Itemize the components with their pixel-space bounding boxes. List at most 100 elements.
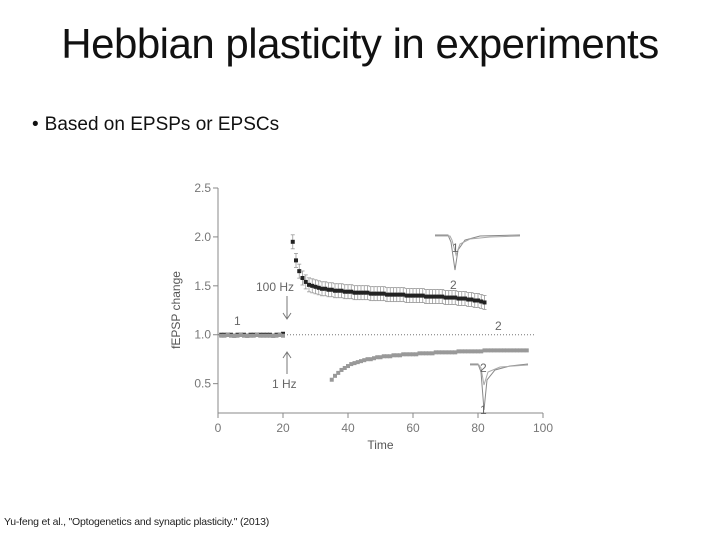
data-point	[479, 349, 484, 354]
data-point	[281, 333, 285, 338]
annotation-1hz: 1 Hz	[272, 377, 297, 391]
y-tick-label: 2.5	[194, 181, 211, 195]
data-point	[401, 352, 406, 357]
data-point	[378, 291, 383, 296]
data-point	[401, 292, 406, 297]
y-axis-label: fEPSP change	[169, 271, 183, 349]
data-point	[463, 296, 467, 301]
data-point	[349, 289, 354, 294]
data-point	[472, 349, 477, 354]
data-point	[427, 294, 432, 299]
data-point	[433, 350, 438, 355]
inset-trace-top-1	[435, 234, 521, 271]
data-point	[433, 294, 438, 299]
data-point	[258, 333, 263, 338]
data-point	[232, 333, 237, 338]
inset-trace-top-2	[435, 235, 521, 257]
data-point	[362, 290, 367, 295]
data-point	[355, 290, 360, 295]
data-point	[251, 333, 256, 338]
data-point	[482, 348, 487, 353]
data-point	[242, 333, 246, 338]
data-point	[420, 293, 425, 298]
data-point	[479, 299, 484, 304]
bullet-text: Based on EPSPs or EPSCs	[44, 114, 280, 135]
data-point	[456, 349, 461, 354]
data-point	[346, 364, 350, 369]
data-point	[368, 357, 373, 362]
data-point	[365, 290, 370, 295]
y-tick-label: 1.5	[194, 279, 211, 293]
data-point	[485, 348, 490, 353]
data-point	[524, 348, 529, 353]
data-point	[417, 293, 422, 298]
data-point	[342, 366, 347, 370]
series-2	[219, 332, 529, 382]
data-point	[440, 294, 445, 299]
x-tick-label: 0	[215, 421, 222, 435]
x-tick-label: 60	[406, 421, 420, 435]
data-point	[277, 332, 282, 337]
data-point	[511, 348, 516, 353]
data-point	[333, 373, 337, 378]
data-point	[453, 350, 458, 355]
data-point	[336, 288, 341, 293]
data-point	[482, 300, 487, 305]
data-point	[430, 294, 435, 299]
y-tick-label: 0.5	[194, 377, 211, 391]
data-point	[398, 353, 402, 358]
data-point	[352, 361, 357, 366]
annotation-label-2-bottom: 2	[480, 361, 487, 375]
data-point	[238, 332, 243, 337]
data-point	[472, 298, 477, 303]
inset-traces	[282, 234, 529, 411]
data-point	[414, 352, 419, 357]
data-point	[362, 358, 367, 363]
data-point	[336, 370, 341, 375]
chart-axes: 0 20 40 60 80 100 0.5 1.0 1.5 2.0 2.5 Time fEPSP cha…	[169, 181, 553, 452]
data-point	[489, 348, 493, 353]
data-point	[521, 348, 526, 353]
citation: Yu-feng et al., "Optogenetics and synapt…	[4, 516, 270, 528]
data-point	[333, 288, 337, 293]
data-point	[346, 289, 350, 294]
slide-title: Hebbian plasticity in experiments	[61, 20, 659, 67]
data-point	[407, 352, 412, 357]
data-point	[476, 349, 480, 354]
data-point	[323, 286, 328, 291]
annotation-label-2-top: 2	[450, 278, 457, 292]
data-point	[264, 333, 269, 338]
data-point	[404, 352, 409, 357]
chart-annotations: 100 Hz 1 Hz 1 2 1 2 2 1	[234, 241, 502, 417]
data-point	[420, 351, 425, 356]
inset-trace-bottom-1	[470, 363, 529, 411]
data-point	[235, 333, 240, 338]
data-point	[388, 292, 393, 297]
data-point	[225, 332, 230, 337]
data-point	[359, 290, 363, 295]
x-tick-label: 40	[341, 421, 355, 435]
data-point	[427, 351, 432, 356]
data-point	[446, 350, 451, 355]
annotation-label-1-left: 1	[234, 314, 241, 328]
data-point	[229, 333, 233, 338]
data-point	[443, 295, 448, 300]
data-point	[300, 276, 305, 280]
data-point	[339, 288, 344, 293]
chart-marks	[219, 234, 529, 382]
data-point	[404, 293, 409, 298]
data-point	[320, 286, 324, 291]
data-point	[469, 349, 474, 354]
data-point	[342, 289, 347, 294]
y-tick-label: 2.0	[194, 230, 211, 244]
data-point	[443, 350, 448, 355]
data-point	[385, 354, 389, 359]
data-point	[450, 295, 454, 300]
data-point	[372, 291, 376, 296]
data-point	[222, 333, 227, 338]
data-point	[381, 354, 386, 359]
data-point	[495, 348, 500, 353]
data-point	[505, 348, 510, 353]
data-point	[248, 333, 253, 338]
data-point	[339, 367, 344, 372]
